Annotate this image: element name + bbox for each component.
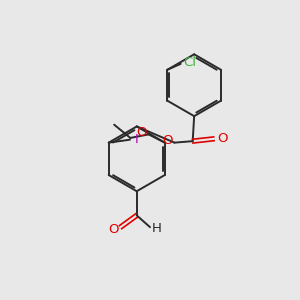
Text: Cl: Cl	[184, 56, 196, 69]
Text: O: O	[136, 125, 146, 139]
Text: O: O	[162, 134, 172, 147]
Text: O: O	[108, 223, 119, 236]
Text: O: O	[217, 132, 227, 145]
Text: H: H	[152, 222, 161, 235]
Text: I: I	[134, 133, 138, 146]
